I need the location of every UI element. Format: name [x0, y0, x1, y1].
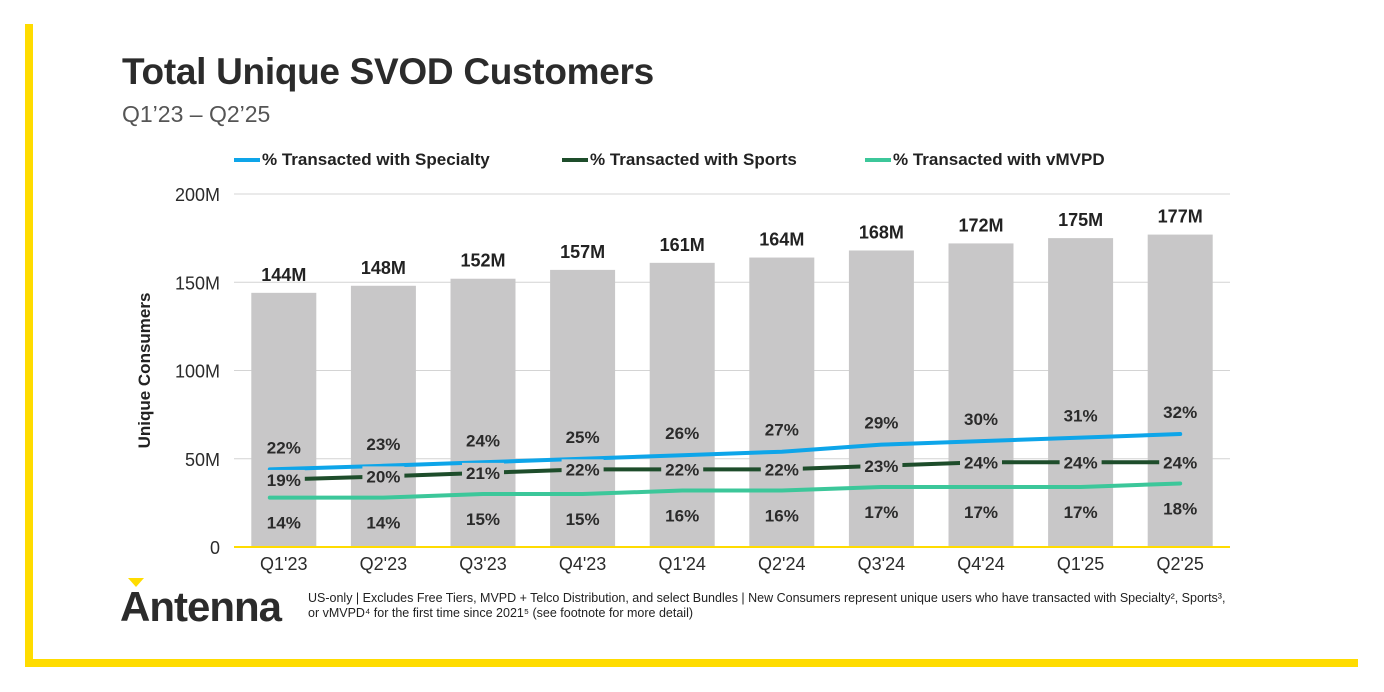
bar-value-label: 172M: [958, 215, 1003, 235]
bar-value-label: 152M: [460, 251, 505, 271]
data-label-bg: [860, 455, 903, 476]
x-tick-label: Q2'25: [1156, 554, 1203, 574]
bar: [749, 257, 815, 547]
bar-value-label: 177M: [1158, 207, 1203, 227]
x-tick-label: Q2'23: [360, 554, 407, 574]
data-label: 20%: [366, 467, 400, 486]
data-label: 17%: [964, 503, 998, 522]
series-line: [267, 460, 1183, 482]
legend-swatch-vmvpd: [865, 158, 891, 162]
bar-value-label: 175M: [1058, 210, 1103, 230]
data-label: 23%: [366, 435, 400, 454]
data-label: 17%: [1064, 503, 1098, 522]
data-label: 18%: [1163, 499, 1197, 518]
legend-swatch-sports: [562, 158, 588, 162]
data-label: 14%: [267, 514, 301, 533]
data-label-bg: [1059, 452, 1102, 473]
x-tick-label: Q2'24: [758, 554, 805, 574]
bar: [848, 250, 914, 547]
data-label: 27%: [765, 421, 799, 440]
bar: [251, 292, 317, 547]
data-label: 32%: [1163, 403, 1197, 422]
data-label: 22%: [267, 438, 301, 457]
data-label-bg: [661, 459, 704, 480]
y-tick-label: 150M: [175, 273, 220, 293]
data-label: 30%: [964, 410, 998, 429]
data-label: 22%: [566, 460, 600, 479]
bar: [550, 269, 616, 547]
data-label: 26%: [665, 424, 699, 443]
series-line: [267, 432, 1183, 472]
data-label-bg: [561, 459, 604, 480]
bar-value-label: 164M: [759, 230, 804, 250]
x-tick-label: Q1'25: [1057, 554, 1104, 574]
x-tick-label: Q4'24: [957, 554, 1004, 574]
data-label-bg: [362, 466, 405, 487]
legend-label-specialty: % Transacted with Specialty: [262, 150, 490, 169]
bar-value-label: 161M: [660, 235, 705, 255]
data-label: 22%: [665, 460, 699, 479]
data-label: 14%: [366, 514, 400, 533]
bar: [1048, 238, 1114, 547]
bar-value-label: 157M: [560, 242, 605, 262]
data-label: 22%: [765, 460, 799, 479]
data-label: 24%: [1064, 453, 1098, 472]
legend-label-vmvpd: % Transacted with vMVPD: [893, 150, 1105, 169]
data-label: 16%: [665, 507, 699, 526]
data-label: 21%: [466, 464, 500, 483]
y-tick-label: 100M: [175, 362, 220, 382]
chart-subtitle: Q1’23 – Q2’25: [122, 101, 271, 127]
data-label: 25%: [566, 428, 600, 447]
yellow-frame-left: [25, 24, 33, 667]
data-label-bg: [262, 469, 305, 490]
data-label: 31%: [1064, 407, 1098, 426]
x-tick-label: Q3'24: [858, 554, 905, 574]
data-label-bg: [462, 462, 504, 483]
data-label: 17%: [864, 503, 898, 522]
data-label: 19%: [267, 471, 301, 490]
y-tick-label: 200M: [175, 185, 220, 205]
legend-item-specialty: % Transacted with Specialty: [234, 150, 490, 170]
bar: [649, 262, 715, 547]
legend-swatch-specialty: [234, 158, 260, 162]
antenna-logo: Antenna: [120, 583, 282, 630]
bar-value-label: 144M: [261, 265, 306, 285]
x-tick-label: Q1'23: [260, 554, 307, 574]
legend-item-sports: % Transacted with Sports: [562, 150, 797, 170]
x-tick-label: Q3'23: [459, 554, 506, 574]
bar-value-label: 168M: [859, 222, 904, 242]
legend-item-vmvpd: % Transacted with vMVPD: [865, 150, 1105, 170]
bar: [350, 285, 416, 547]
data-label-bg: [1159, 452, 1202, 473]
data-label: 23%: [864, 457, 898, 476]
data-label-bg: [960, 452, 1002, 473]
data-label: 29%: [864, 414, 898, 433]
legend-label-sports: % Transacted with Sports: [590, 150, 797, 169]
chart-plot: 0 50M 100M 150M 200M Unique Consumers 144M 148M…: [135, 185, 1230, 574]
bar: [948, 243, 1014, 548]
bar: [1147, 234, 1213, 547]
chart-legend: % Transacted with Specialty % Transacted…: [234, 150, 1234, 174]
data-label: 24%: [466, 431, 500, 450]
yellow-frame-bottom: [25, 659, 1358, 667]
bar-value-label: 148M: [361, 258, 406, 278]
chart-title: Total Unique SVOD Customers: [122, 51, 654, 92]
x-tick-label: Q4'23: [559, 554, 606, 574]
series-line: [267, 481, 1183, 500]
bar: [450, 278, 516, 547]
logo-accent-triangle: [128, 578, 144, 587]
data-label: 24%: [1163, 453, 1197, 472]
footnote: US-only | Excludes Free Tiers, MVPD + Te…: [308, 591, 1226, 620]
x-tick-label: Q1'24: [658, 554, 705, 574]
y-axis-title: Unique Consumers: [135, 293, 154, 449]
data-label: 15%: [466, 510, 500, 529]
data-label-bg: [760, 459, 803, 480]
data-label: 16%: [765, 507, 799, 526]
data-label: 24%: [964, 453, 998, 472]
data-label: 15%: [566, 510, 600, 529]
y-tick-label: 0: [210, 538, 220, 558]
y-tick-label: 50M: [185, 450, 220, 470]
